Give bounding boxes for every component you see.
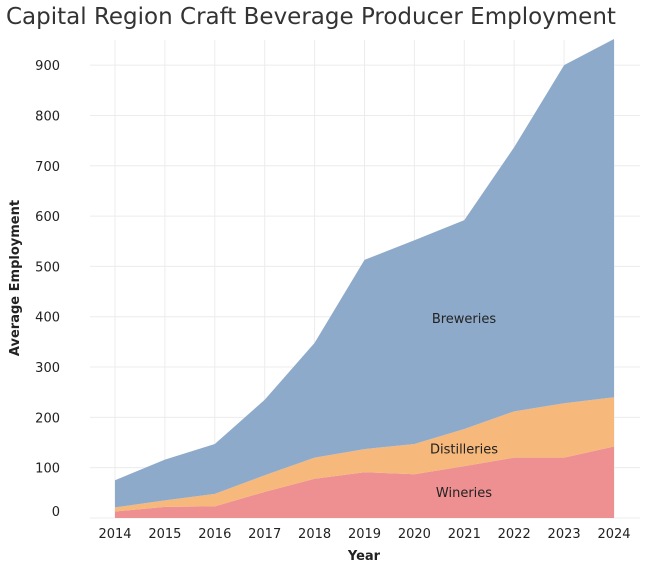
x-tick-label: 2022 [498, 527, 531, 542]
x-tick-label: 2023 [548, 527, 581, 542]
x-tick-label: 2018 [298, 527, 331, 542]
y-tick-label: 600 [35, 210, 60, 225]
y-axis-label: Average Employment [8, 200, 23, 356]
y-tick-label: 400 [35, 311, 60, 326]
y-axis-ticks: 0 100 200 300 400 500 600 700 800 900 [35, 59, 60, 520]
x-tick-label: 2016 [198, 527, 231, 542]
area-distilleries [115, 397, 614, 512]
y-tick-label: 800 [35, 109, 60, 124]
y-tick-label: 700 [35, 160, 60, 175]
y-tick-label: 200 [35, 411, 60, 426]
x-tick-label: 2017 [248, 527, 281, 542]
series-label-breweries: Breweries [432, 312, 497, 327]
chart-title: Capital Region Craft Beverage Producer E… [6, 4, 616, 30]
y-tick-label: 0 [52, 505, 60, 520]
x-tick-label: 2019 [348, 527, 381, 542]
y-tick-label: 900 [35, 59, 60, 74]
x-tick-label: 2021 [448, 527, 481, 542]
y-tick-label: 500 [35, 260, 60, 275]
x-axis-label: Year [347, 549, 381, 564]
x-tick-label: 2024 [597, 527, 630, 542]
x-tick-label: 2014 [98, 527, 131, 542]
area-breweries [115, 38, 614, 508]
series-labels: Wineries Distilleries Breweries [430, 312, 498, 501]
x-tick-label: 2015 [148, 527, 181, 542]
area-wineries [115, 446, 614, 518]
y-tick-label: 100 [35, 462, 60, 477]
series-label-wineries: Wineries [436, 486, 492, 501]
x-axis-ticks: 2014 2015 2016 2017 2018 2019 2020 2021 2022 2023… [98, 527, 630, 542]
y-tick-label: 300 [35, 361, 60, 376]
x-tick-label: 2020 [398, 527, 431, 542]
series-label-distilleries: Distilleries [430, 443, 498, 458]
area-layer [115, 38, 614, 518]
